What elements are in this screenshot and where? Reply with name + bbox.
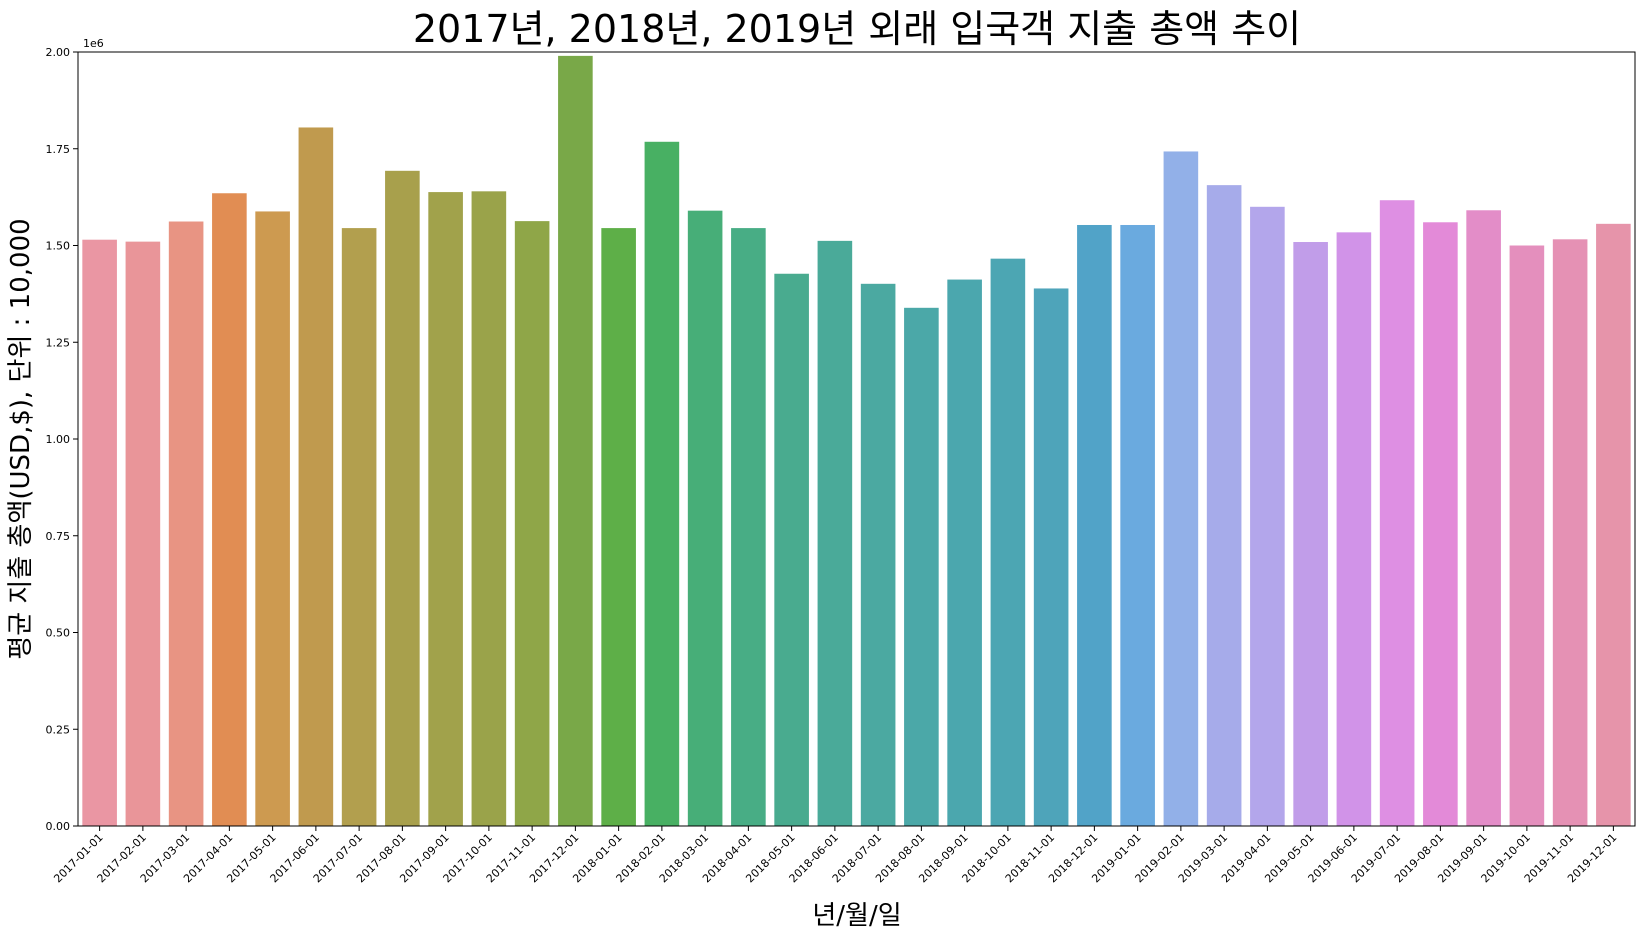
y-axis-offset-label: 1e6	[83, 37, 104, 50]
y-tick-label: 0.50	[46, 627, 71, 640]
bar-2018-05-01	[774, 273, 809, 826]
bar-2019-01-01	[1120, 224, 1155, 827]
bar-2019-09-01	[1466, 210, 1501, 826]
bar-2018-01-01	[601, 228, 636, 827]
bar-2018-04-01	[731, 228, 766, 827]
bar-2019-06-01	[1336, 232, 1372, 827]
y-tick-label: 1.50	[46, 240, 71, 253]
bar-2017-09-01	[428, 192, 463, 827]
bar-2017-12-01	[558, 55, 593, 827]
bar-2017-10-01	[471, 191, 507, 826]
bar-2019-12-01	[1596, 223, 1631, 826]
bar-2019-03-01	[1206, 185, 1242, 826]
y-tick-label: 1.00	[46, 433, 71, 446]
bar-2017-01-01	[82, 239, 117, 826]
bar-2018-03-01	[687, 210, 723, 827]
bar-2019-02-01	[1163, 151, 1199, 826]
bar-2019-11-01	[1552, 239, 1588, 826]
y-tick-label: 1.75	[46, 143, 71, 156]
bar-2017-08-01	[385, 170, 420, 826]
bar-2018-10-01	[990, 258, 1026, 826]
bar-2018-08-01	[904, 307, 939, 826]
x-axis-label: 년/월/일	[812, 901, 901, 931]
bar-2017-06-01	[298, 127, 334, 827]
bar-2018-12-01	[1077, 224, 1112, 827]
plot-frame	[77, 51, 1636, 827]
bar-2017-11-01	[514, 221, 550, 826]
bar-2019-04-01	[1250, 206, 1285, 827]
y-tick-label: 0.75	[46, 530, 71, 543]
y-axis-label: 평균 지출 총액(USD,$), 단위 : 10,000	[6, 218, 36, 659]
chart-title: 2017년, 2018년, 2019년 외래 입국객 지출 총액 추이	[413, 7, 1301, 51]
bar-2017-03-01	[168, 221, 204, 826]
y-tick-label: 1.25	[46, 336, 71, 349]
bar-2017-02-01	[125, 241, 161, 826]
bars-group	[82, 55, 1631, 827]
bar-2018-09-01	[947, 279, 982, 826]
bar-2019-05-01	[1293, 242, 1328, 826]
bar-2019-07-01	[1379, 200, 1415, 827]
y-tick-label: 2.00	[46, 46, 71, 59]
bar-2019-10-01	[1509, 245, 1545, 826]
bar-2018-11-01	[1033, 288, 1069, 827]
bar-2018-07-01	[860, 283, 896, 826]
bar-2019-08-01	[1423, 222, 1458, 826]
bar-2017-07-01	[341, 228, 377, 827]
y-axis-ticks: 0.00 0.25 0.50 0.75 1.00 1.25 1.50 1.75 2.00	[46, 46, 78, 833]
y-tick-label: 0.25	[46, 723, 71, 736]
y-tick-label: 0.00	[46, 820, 71, 833]
bar-2017-05-01	[255, 211, 290, 826]
bar-2017-04-01	[212, 193, 247, 826]
bar-2018-02-01	[644, 141, 680, 826]
x-axis-ticks: 2017-01-012017-02-012017-03-012017-04-01…	[51, 826, 1619, 885]
bar-2018-06-01	[817, 240, 853, 827]
